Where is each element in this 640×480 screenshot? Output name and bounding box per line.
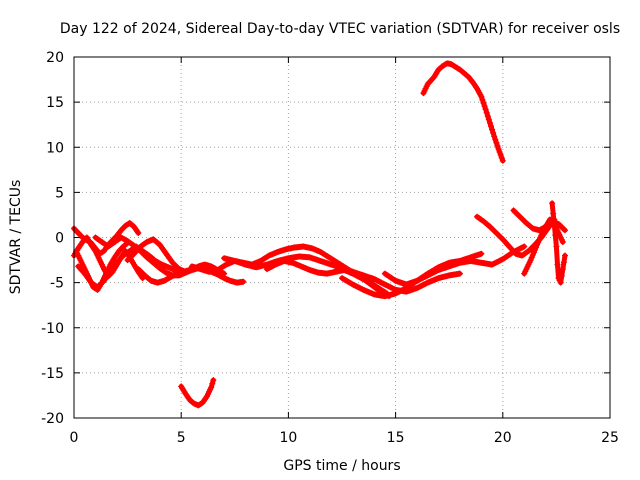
grid — [74, 57, 610, 418]
data-points — [71, 60, 568, 409]
y-tick-label: -15 — [41, 366, 64, 382]
y-tick-label: 5 — [55, 185, 64, 201]
series-pass-18 — [549, 200, 568, 286]
data-point — [489, 126, 496, 133]
data-point — [499, 157, 506, 164]
y-tick-label: -5 — [50, 276, 64, 292]
data-point — [561, 252, 568, 259]
y-tick-label: 20 — [46, 50, 64, 66]
data-point — [486, 119, 493, 126]
data-point — [221, 270, 228, 277]
data-point — [430, 75, 437, 82]
data-point — [551, 220, 558, 227]
data-point — [480, 100, 487, 107]
x-tick-label: 5 — [177, 430, 186, 446]
data-point — [497, 151, 504, 158]
data-point — [550, 210, 557, 217]
x-tick-label: 15 — [387, 430, 405, 446]
data-point — [553, 243, 560, 250]
data-point — [483, 109, 490, 116]
y-tick-label: -10 — [41, 321, 64, 337]
data-point — [240, 278, 247, 285]
data-point — [557, 279, 564, 286]
data-point — [521, 243, 528, 250]
data-point — [554, 261, 561, 268]
y-axis-label: SDTVAR / TECUs — [8, 180, 24, 295]
series-pass-15 — [474, 213, 558, 259]
data-point — [484, 113, 491, 120]
data-point — [552, 232, 559, 239]
x-tick-label: 10 — [279, 430, 297, 446]
data-point — [220, 269, 227, 276]
y-tick-label: 10 — [46, 140, 64, 156]
y-tick-label: 15 — [46, 95, 64, 111]
data-point — [494, 142, 501, 149]
data-point — [495, 146, 502, 153]
y-tick-label: 0 — [55, 231, 64, 247]
data-point — [559, 266, 566, 273]
x-tick-label: 0 — [70, 430, 79, 446]
data-point — [456, 270, 463, 277]
axis-ticks — [73, 56, 611, 419]
data-point — [490, 130, 497, 137]
series-pass-14 — [420, 60, 506, 164]
data-point — [498, 154, 505, 161]
data-point — [561, 227, 568, 234]
data-point — [558, 272, 565, 279]
data-point — [481, 103, 488, 110]
series-pass-4 — [75, 243, 185, 291]
series-pass-8 — [178, 377, 217, 409]
data-point — [491, 133, 498, 140]
data-point — [478, 250, 485, 257]
data-point — [485, 116, 492, 123]
data-point — [496, 148, 503, 155]
data-point — [135, 229, 142, 236]
x-axis-label: GPS time / hours — [283, 458, 400, 474]
data-point — [208, 384, 215, 391]
y-tick-label: -20 — [41, 411, 64, 427]
data-point — [478, 93, 485, 100]
data-point — [209, 380, 216, 387]
series-pass-13 — [381, 243, 528, 288]
data-point — [560, 259, 567, 266]
data-point — [492, 136, 499, 143]
x-tick-label: 25 — [601, 430, 619, 446]
y-tick-labels: -20 -15 -10 -5 0 5 10 15 20 — [41, 50, 64, 427]
data-point — [559, 239, 566, 246]
data-point — [560, 226, 567, 233]
data-point — [210, 377, 217, 384]
data-point — [482, 106, 489, 113]
data-point — [488, 123, 495, 130]
x-tick-labels: 0 5 10 15 20 25 — [70, 430, 619, 446]
x-tick-label: 20 — [494, 430, 512, 446]
data-point — [493, 139, 500, 146]
chart-title: Day 122 of 2024, Sidereal Day-to-day VTE… — [60, 21, 620, 37]
data-point — [549, 200, 556, 207]
data-point — [479, 96, 486, 103]
